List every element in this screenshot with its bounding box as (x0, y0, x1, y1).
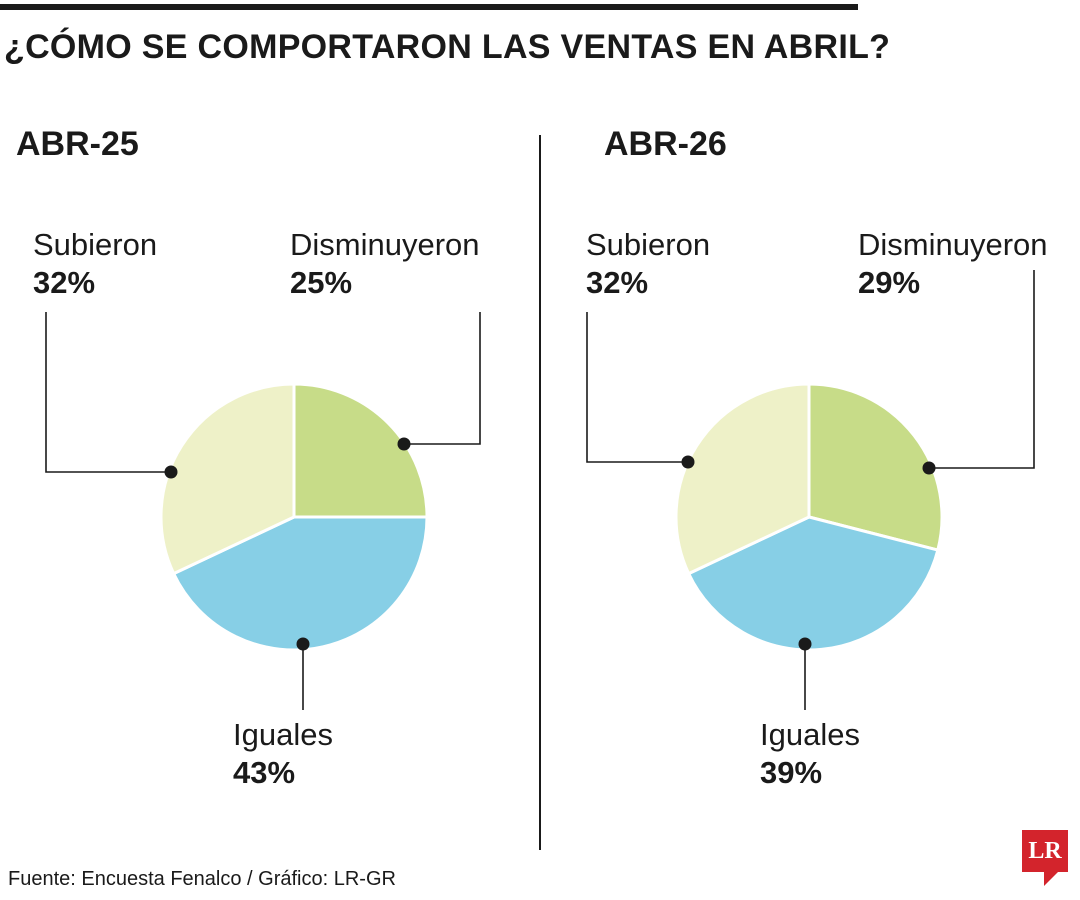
slice-value-text: 39% (760, 755, 823, 790)
leader-dot-iguales-abr-25 (296, 637, 310, 651)
slice-label-text: Subieron (586, 227, 711, 262)
leader-line-disminuyeron-abr-25 (404, 312, 481, 445)
slice-value-text: 25% (290, 265, 353, 300)
source-note: Fuente: Encuesta Fenalco / Gráfico: LR-G… (8, 868, 396, 890)
slice-value-text: 32% (586, 265, 649, 300)
pie-slice-disminuyeron-abr-25 (292, 382, 429, 519)
lr-logo-tail (1044, 872, 1058, 886)
leader-dot-disminuyeron-abr-26 (922, 461, 936, 475)
panel-title-abr-25: ABR-25 (16, 125, 139, 163)
label-iguales-abr-25: Iguales 43% (233, 716, 333, 792)
lr-logo: LR (1022, 830, 1068, 872)
label-iguales-abr-26: Iguales 39% (760, 716, 860, 792)
slice-value-text: 32% (33, 265, 96, 300)
pie-slice-iguales-abr-26 (686, 515, 940, 652)
leader-dot-subieron-abr-26 (681, 455, 695, 469)
label-disminuyeron-abr-25: Disminuyeron 25% (290, 226, 480, 302)
pie-slice-subieron-abr-26 (674, 382, 811, 576)
leader-dot-disminuyeron-abr-25 (397, 437, 411, 451)
label-subieron-abr-26: Subieron 32% (586, 226, 710, 302)
panel-title-abr-26: ABR-26 (604, 125, 727, 163)
slice-value-text: 29% (858, 265, 921, 300)
leader-line-subieron-abr-25 (45, 312, 171, 473)
pie-slice-disminuyeron-abr-26 (807, 382, 944, 552)
top-rule (0, 4, 858, 10)
slice-label-text: Subieron (33, 227, 158, 262)
panel-divider (539, 135, 541, 850)
pie-slice-subieron-abr-25 (159, 382, 296, 576)
label-disminuyeron-abr-26: Disminuyeron 29% (858, 226, 1048, 302)
label-subieron-abr-25: Subieron 32% (33, 226, 157, 302)
chart-title: ¿CÓMO SE COMPORTARON LAS VENTAS EN ABRIL… (4, 28, 891, 66)
slice-label-text: Disminuyeron (290, 227, 480, 262)
leader-line-subieron-abr-26 (586, 312, 688, 463)
leader-line-disminuyeron-abr-26 (929, 270, 1035, 469)
slice-label-text: Disminuyeron (858, 227, 1048, 262)
pie-slice-iguales-abr-25 (171, 515, 429, 652)
leader-dot-iguales-abr-26 (798, 637, 812, 651)
slice-label-text: Iguales (760, 717, 860, 752)
slice-value-text: 43% (233, 755, 296, 790)
leader-dot-subieron-abr-25 (164, 465, 178, 479)
slice-label-text: Iguales (233, 717, 333, 752)
